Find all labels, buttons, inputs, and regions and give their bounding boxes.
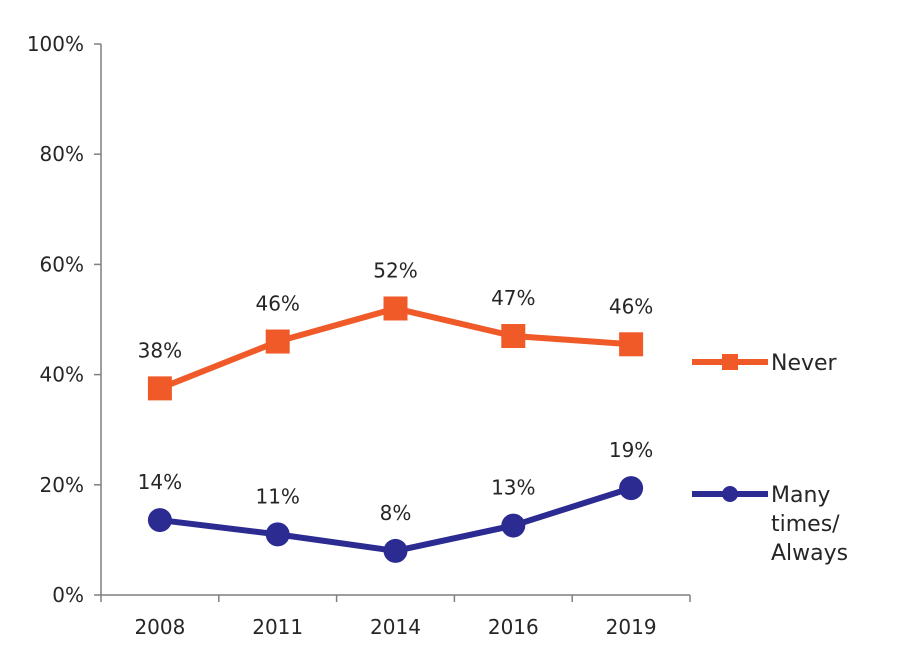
- data-label: 19%: [609, 438, 653, 462]
- data-point-circle: [265, 522, 290, 547]
- data-point-circle: [383, 538, 408, 563]
- legend-label: times/: [771, 512, 840, 537]
- y-tick-label: 0%: [52, 583, 84, 607]
- y-tick-label: 20%: [40, 473, 84, 497]
- data-label: 46%: [609, 294, 653, 318]
- legend-label: Always: [771, 541, 848, 566]
- x-axis: 2008 2011 2014 2016 2019: [100, 594, 691, 639]
- x-tick-label: 2008: [134, 615, 185, 639]
- data-point-square: [501, 324, 526, 349]
- series-layer: 38% 46% 52% 47% 46% 14% 11% 8% 13% 19%: [138, 258, 653, 563]
- x-tick-label: 2016: [488, 615, 539, 639]
- data-point-circle: [619, 476, 644, 501]
- legend-marker-square: [722, 354, 738, 370]
- data-label: 52%: [373, 258, 417, 282]
- data-label: 38%: [138, 338, 182, 362]
- y-axis: 0% 20% 40% 60% 80% 100%: [27, 32, 102, 607]
- y-tick-label: 40%: [40, 363, 84, 387]
- legend-item: Many times/Always: [692, 483, 848, 566]
- data-label: 46%: [255, 292, 299, 316]
- data-label: 8%: [380, 501, 412, 525]
- data-label: 47%: [491, 286, 535, 310]
- legend-label: Never: [771, 351, 838, 376]
- y-tick-label: 60%: [40, 252, 84, 276]
- data-point-square: [265, 329, 290, 354]
- x-tick-label: 2019: [606, 615, 657, 639]
- data-point-square: [147, 376, 172, 401]
- series-1: 14% 11% 8% 13% 19%: [138, 438, 653, 563]
- data-label: 14%: [138, 470, 182, 494]
- data-point-circle: [147, 508, 172, 533]
- data-point-circle: [501, 513, 526, 538]
- y-tick-label: 80%: [40, 142, 84, 166]
- data-point-square: [619, 332, 644, 357]
- legend-label: Many: [771, 483, 830, 508]
- data-point-square: [383, 296, 408, 321]
- x-tick-label: 2014: [370, 615, 421, 639]
- x-tick-label: 2011: [252, 615, 303, 639]
- legend: Never Many times/Always: [692, 351, 848, 566]
- data-label: 13%: [491, 476, 535, 500]
- data-label: 11%: [255, 484, 299, 508]
- legend-marker-circle: [722, 486, 738, 502]
- legend-item: Never: [692, 351, 838, 376]
- series-0: 38% 46% 52% 47% 46%: [138, 258, 653, 401]
- y-tick-label: 100%: [27, 32, 84, 56]
